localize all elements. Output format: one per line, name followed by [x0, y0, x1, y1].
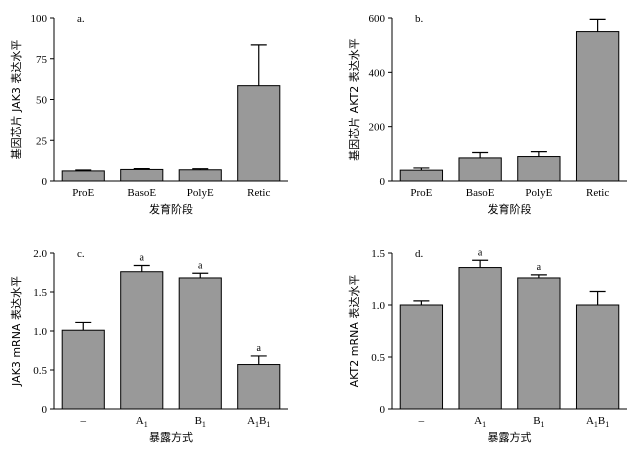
category-label-0: ProE [410, 187, 432, 199]
category-label-1: BasoE [127, 187, 156, 199]
bar-1 [120, 271, 164, 410]
panel-d: 0 0.5 1.0 1.5 – a A1 a B1 A1B1 d. 暴露方式 AKT2 mRNA 表达水… [347, 247, 627, 444]
significance-label-2: a [198, 260, 203, 271]
bar-1 [458, 157, 502, 182]
x-axis-title: 发育阶段 [488, 202, 532, 216]
bar-3 [237, 85, 281, 182]
category-label-1: BasoE [466, 187, 495, 199]
y-tick-label: 2.0 [33, 248, 47, 260]
significance-label-3: a [257, 343, 262, 354]
panel-b: 0 200 400 600 ProE BasoE PolyE Retic b. 发育阶段 基因芯片 … [347, 13, 627, 216]
x-axis-title: 发育阶段 [149, 202, 193, 216]
significance-label-2: a [537, 262, 542, 273]
y-tick-label: 1.0 [371, 300, 385, 312]
y-tick-label: 0 [42, 404, 48, 416]
bar-3 [575, 304, 620, 410]
category-label-3: Retic [247, 187, 270, 199]
significance-label-1: a [478, 247, 483, 258]
bar-0 [61, 329, 105, 410]
bar-1 [458, 267, 502, 410]
y-tick-label: 50 [36, 95, 48, 107]
y-tick-label: 0.5 [33, 365, 47, 377]
panel-a: 0 25 50 75 100 ProE BasoE PolyE Retic a. 发育阶段 基因芯片 … [9, 13, 288, 216]
category-label-2: PolyE [187, 187, 214, 199]
y-tick-label: 400 [369, 67, 386, 79]
category-label-0: – [418, 415, 425, 427]
category-label-3: A1B1 [247, 415, 270, 429]
y-tick-label: 1.5 [371, 248, 385, 260]
bar-2 [517, 156, 561, 182]
bar-0 [61, 170, 105, 182]
x-axis-title: 暴露方式 [488, 430, 532, 444]
category-label-1: A1 [136, 415, 148, 429]
y-axis-title: JAK3 mRNA 表达水平 [9, 276, 23, 387]
y-tick-label: 600 [369, 13, 386, 25]
panel-label: b. [415, 13, 424, 25]
panel-label: c. [77, 248, 85, 260]
category-label-1: A1 [474, 415, 486, 429]
category-label-0: ProE [72, 187, 94, 199]
y-tick-label: 75 [36, 54, 48, 66]
bar-3 [237, 364, 281, 410]
bar-0 [399, 304, 444, 410]
y-tick-label: 0.5 [371, 352, 385, 364]
category-label-3: A1B1 [586, 415, 609, 429]
y-tick-label: 0 [380, 176, 386, 188]
panel-c: 0 0.5 1.0 1.5 2.0 – a A1 a B1 a A1B1 c. 暴露方式 JAK3 mRNA… [9, 248, 288, 444]
bar-2 [178, 277, 222, 410]
bar-3 [575, 31, 620, 182]
significance-label-1: a [140, 252, 145, 263]
y-tick-label: 1.0 [33, 326, 47, 338]
bar-0 [399, 169, 444, 182]
panel-label: a. [77, 13, 85, 25]
bar-2 [517, 277, 561, 410]
category-label-0: – [80, 415, 87, 427]
y-tick-label: 100 [31, 13, 48, 25]
y-axis-title: AKT2 mRNA 表达水平 [347, 275, 361, 388]
y-tick-label: 200 [369, 122, 386, 134]
x-axis-title: 暴露方式 [149, 430, 193, 444]
bar-2 [178, 169, 222, 182]
y-tick-label: 0 [380, 404, 386, 416]
category-label-2: B1 [195, 415, 206, 429]
category-label-3: Retic [586, 187, 609, 199]
bar-1 [120, 168, 164, 182]
y-tick-label: 25 [36, 135, 48, 147]
y-tick-label: 0 [42, 176, 48, 188]
panel-label: d. [415, 248, 424, 260]
y-tick-label: 1.5 [33, 287, 47, 299]
y-axis-title: 基因芯片 JAK3 表达水平 [9, 40, 23, 160]
y-axis-title: 基因芯片 AKT2 表达水平 [347, 38, 361, 161]
category-label-2: PolyE [525, 187, 552, 199]
category-label-2: B1 [533, 415, 544, 429]
